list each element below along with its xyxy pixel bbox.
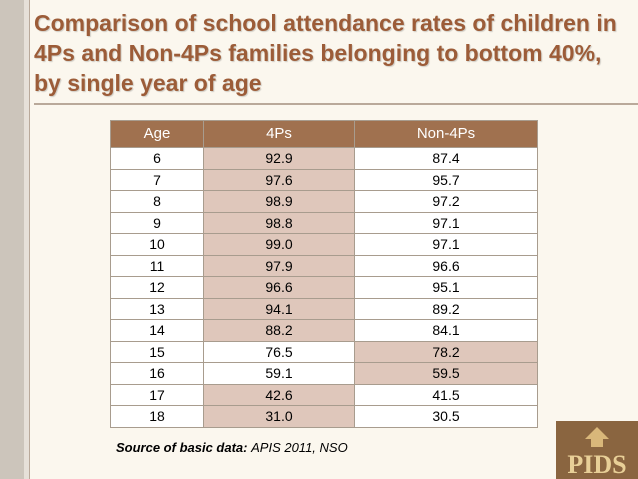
cell-age: 17 <box>110 383 204 406</box>
cell-4ps: 59.1 <box>203 362 355 385</box>
cell-non-4ps: 41.5 <box>354 383 538 406</box>
cell-4ps: 31.0 <box>203 405 355 428</box>
cell-age: 14 <box>110 319 204 342</box>
cell-4ps: 98.9 <box>203 190 355 213</box>
source-note: Source of basic data: APIS 2011, NSO <box>116 440 348 455</box>
table-row: 12 96.6 95.1 <box>110 276 538 299</box>
header-non-4ps: Non-4Ps <box>354 120 538 148</box>
cell-non-4ps: 95.1 <box>354 276 538 299</box>
cell-non-4ps: 95.7 <box>354 168 538 191</box>
cell-4ps: 97.6 <box>203 168 355 191</box>
cell-age: 13 <box>110 297 204 320</box>
cell-non-4ps: 59.5 <box>354 362 538 385</box>
cell-4ps: 94.1 <box>203 297 355 320</box>
cell-age: 9 <box>110 211 204 234</box>
cell-age: 8 <box>110 190 204 213</box>
cell-non-4ps: 84.1 <box>354 319 538 342</box>
header-4ps: 4Ps <box>203 120 355 148</box>
cell-age: 15 <box>110 340 204 363</box>
left-accent-rule <box>29 0 30 479</box>
pids-logo: PIDS <box>556 421 638 479</box>
cell-4ps: 76.5 <box>203 340 355 363</box>
cell-non-4ps: 97.2 <box>354 190 538 213</box>
cell-non-4ps: 89.2 <box>354 297 538 320</box>
table-row: 8 98.9 97.2 <box>110 190 538 213</box>
cell-age: 10 <box>110 233 204 256</box>
table-row: 11 97.9 96.6 <box>110 254 538 277</box>
table-row: 9 98.8 97.1 <box>110 211 538 234</box>
arrow-up-icon <box>585 427 609 447</box>
left-accent-stripe <box>24 0 29 479</box>
cell-4ps: 97.9 <box>203 254 355 277</box>
table-row: 15 76.5 78.2 <box>110 340 538 363</box>
table-row: 10 99.0 97.1 <box>110 233 538 256</box>
cell-age: 6 <box>110 147 204 170</box>
cell-non-4ps: 78.2 <box>354 340 538 363</box>
cell-non-4ps: 30.5 <box>354 405 538 428</box>
cell-age: 11 <box>110 254 204 277</box>
cell-non-4ps: 97.1 <box>354 233 538 256</box>
table-row: 16 59.1 59.5 <box>110 362 538 385</box>
cell-4ps: 42.6 <box>203 383 355 406</box>
source-value: APIS 2011, NSO <box>251 440 348 455</box>
cell-4ps: 98.8 <box>203 211 355 234</box>
cell-non-4ps: 96.6 <box>354 254 538 277</box>
table-row: 6 92.9 87.4 <box>110 147 538 170</box>
table-row: 13 94.1 89.2 <box>110 297 538 320</box>
header-age: Age <box>110 120 204 148</box>
attendance-table: Age 4Ps Non-4Ps 6 92.9 87.4 7 97.6 95.7 8 98.9 9… <box>110 120 538 428</box>
table-row: 14 88.2 84.1 <box>110 319 538 342</box>
cell-age: 12 <box>110 276 204 299</box>
table-row: 17 42.6 41.5 <box>110 383 538 406</box>
cell-4ps: 92.9 <box>203 147 355 170</box>
title-divider <box>34 103 638 105</box>
table-header-row: Age 4Ps Non-4Ps <box>110 120 538 148</box>
table-row: 7 97.6 95.7 <box>110 168 538 191</box>
cell-age: 16 <box>110 362 204 385</box>
source-label: Source of basic data: <box>116 440 248 455</box>
cell-4ps: 88.2 <box>203 319 355 342</box>
table-row: 18 31.0 30.5 <box>110 405 538 428</box>
cell-non-4ps: 87.4 <box>354 147 538 170</box>
table-body: 6 92.9 87.4 7 97.6 95.7 8 98.9 97.2 9 98.8 97.1 10 99… <box>110 147 538 428</box>
slide-title: Comparison of school attendance rates of… <box>34 10 617 96</box>
left-accent-bar <box>0 0 24 479</box>
cell-age: 18 <box>110 405 204 428</box>
cell-age: 7 <box>110 168 204 191</box>
cell-4ps: 96.6 <box>203 276 355 299</box>
cell-4ps: 99.0 <box>203 233 355 256</box>
cell-non-4ps: 97.1 <box>354 211 538 234</box>
logo-text: PIDS <box>567 450 626 479</box>
